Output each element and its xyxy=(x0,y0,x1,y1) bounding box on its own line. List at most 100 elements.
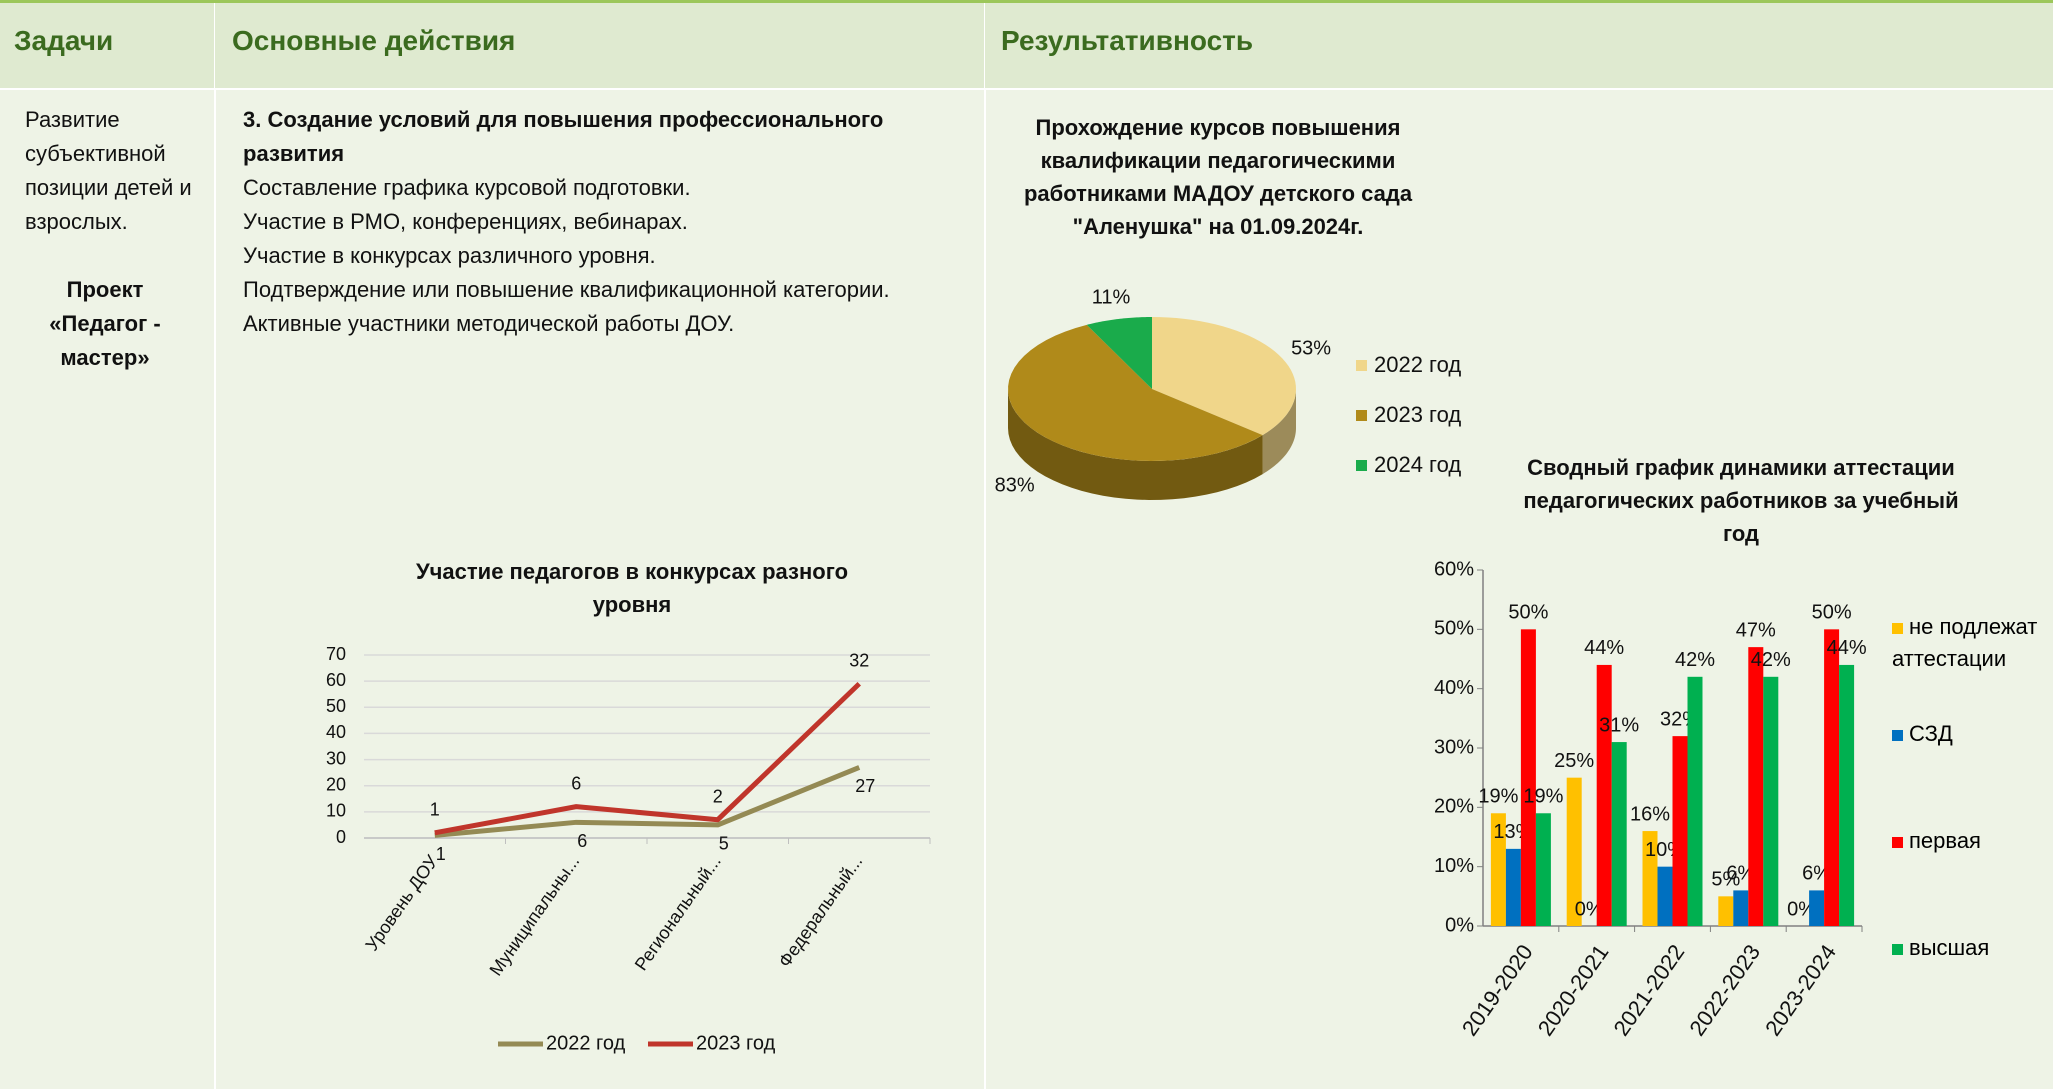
data-label: 32 xyxy=(849,651,869,671)
bar xyxy=(1733,890,1749,926)
legend-item: первая xyxy=(1892,825,2042,857)
bar xyxy=(1672,736,1688,926)
data-label: 0% xyxy=(1575,898,1604,920)
pie-side xyxy=(1262,389,1296,475)
data-label: 50% xyxy=(1812,602,1852,624)
y-tick-label: 10 xyxy=(326,801,346,821)
x-tick-label: Федеральный... xyxy=(775,852,867,971)
actions-column: Основные действия 3. Создание условий дл… xyxy=(215,3,986,1089)
bar xyxy=(1566,777,1582,926)
legend-swatch xyxy=(1356,460,1367,471)
bar xyxy=(1748,647,1764,926)
bar xyxy=(1657,866,1673,926)
legend-label: 2023 год xyxy=(696,1032,776,1054)
data-label: 19% xyxy=(1523,786,1563,808)
header-cell: Задачи xyxy=(0,3,214,90)
data-label: 44% xyxy=(1827,637,1867,659)
x-tick-label: Уровень ДОУ xyxy=(362,851,443,954)
data-label: 50% xyxy=(1508,602,1548,624)
data-label: 5% xyxy=(1711,869,1740,891)
action-item: Активные участники методической работы Д… xyxy=(243,311,735,336)
x-tick-label: 2023-2024 xyxy=(1760,940,1841,1041)
data-label: 6 xyxy=(571,773,581,793)
data-label: 6 xyxy=(577,831,587,851)
series-line xyxy=(434,765,861,838)
y-tick-label: 40 xyxy=(326,722,346,742)
legend-item: не подлежат аттестации xyxy=(1892,611,2042,675)
data-label: 0% xyxy=(1787,898,1816,920)
header-text: Основные действия xyxy=(232,25,516,56)
y-tick-label: 30 xyxy=(326,748,346,768)
data-label: 44% xyxy=(1584,637,1624,659)
legend-swatch xyxy=(1356,360,1367,371)
legend-label: 2022 год xyxy=(1374,352,1461,377)
bar xyxy=(1718,896,1734,926)
legend-label: 2022 год xyxy=(546,1032,626,1054)
legend-item: высшая xyxy=(1892,932,2042,964)
action-item: Участие в конкурсах различного уровня. xyxy=(243,243,656,268)
legend-item: СЗД xyxy=(1892,718,2042,750)
legend-swatch xyxy=(1892,730,1903,741)
bar xyxy=(1520,629,1536,926)
y-tick-label: 70 xyxy=(326,644,346,664)
x-tick-label: 2019-2020 xyxy=(1457,940,1538,1041)
legend-swatch xyxy=(1892,944,1903,955)
project-text: Проект «Педагог - мастер» xyxy=(49,277,161,370)
data-label: 27 xyxy=(855,776,875,796)
results-column: Результативность xyxy=(985,3,2053,1089)
legend-label: первая xyxy=(1909,828,1981,853)
y-tick-label: 50 xyxy=(326,696,346,716)
bar xyxy=(1809,890,1825,926)
bar xyxy=(1611,742,1627,926)
bar xyxy=(1596,664,1612,926)
action-item: Составление графика курсовой подготовки. xyxy=(243,175,691,200)
data-label: 2 xyxy=(713,786,723,806)
action-item: Подтверждение или повышение квалификацио… xyxy=(243,277,890,302)
y-tick-label: 60% xyxy=(1434,558,1474,580)
data-label: 6% xyxy=(1802,863,1831,885)
legend-label: не подлежат аттестации xyxy=(1892,614,2038,671)
data-label: 42% xyxy=(1751,649,1791,671)
y-tick-label: 10% xyxy=(1434,855,1474,877)
data-label: 16% xyxy=(1630,803,1670,825)
header-text: Результативность xyxy=(1001,25,1254,56)
bar xyxy=(1763,676,1779,926)
bar xyxy=(1839,664,1855,926)
pie-slice xyxy=(1086,317,1152,389)
x-tick-label: 2021-2022 xyxy=(1609,940,1690,1041)
data-label: 6% xyxy=(1726,863,1755,885)
y-tick-label: 50% xyxy=(1434,618,1474,640)
series-line xyxy=(434,681,861,836)
x-tick-label: 2020-2021 xyxy=(1533,940,1614,1041)
data-label: 25% xyxy=(1554,750,1594,772)
data-label: 83% xyxy=(995,475,1035,497)
pie-side xyxy=(1008,389,1263,500)
x-tick-label: Муниципальны... xyxy=(486,852,584,980)
actions-heading: 3. Создание условий для повышения профес… xyxy=(243,107,884,166)
y-tick-label: 0 xyxy=(336,827,346,847)
x-tick-label: Региональный... xyxy=(631,852,725,975)
y-tick-label: 0% xyxy=(1445,914,1474,936)
y-tick-label: 20% xyxy=(1434,796,1474,818)
bar xyxy=(1505,848,1521,926)
data-label: 11% xyxy=(1092,286,1131,308)
task-text: Развитие субъективной позиции детей и вз… xyxy=(25,107,192,234)
legend-swatch xyxy=(1892,623,1903,634)
header-cell: Результативность xyxy=(985,3,2053,90)
legend-label: 2024 год xyxy=(1374,452,1461,477)
legend-label: СЗД xyxy=(1909,721,1953,746)
tasks-column: Задачи Развитие субъективной позиции дет… xyxy=(0,3,216,1089)
data-label: 42% xyxy=(1675,649,1715,671)
legend-swatch xyxy=(1356,410,1367,421)
data-label: 1 xyxy=(430,800,440,820)
y-tick-label: 20 xyxy=(326,774,346,794)
bar xyxy=(1824,629,1840,926)
data-label: 31% xyxy=(1599,714,1639,736)
charts: 53% 2022 год 83% 2023 год 11% 2024 год 0 10 20 30… xyxy=(326,286,1867,1054)
legend-label: высшая xyxy=(1909,935,1990,960)
data-label: 53% xyxy=(1291,338,1331,360)
actions-list: 3. Создание условий для повышения профес… xyxy=(243,103,943,341)
y-tick-label: 30% xyxy=(1434,736,1474,758)
x-tick-label: 2022-2023 xyxy=(1684,940,1765,1041)
legend-swatch xyxy=(1892,837,1903,848)
